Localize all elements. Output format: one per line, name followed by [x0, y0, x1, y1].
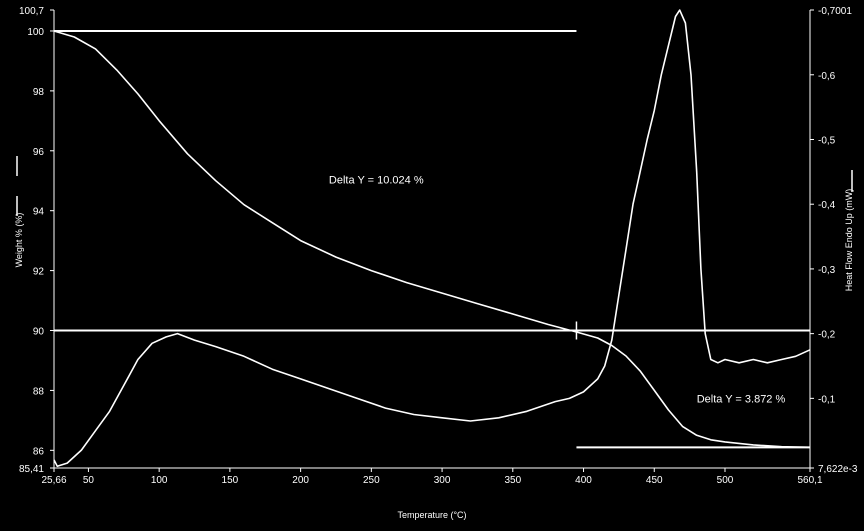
x-tick-label: 25,66 — [41, 475, 66, 486]
y-left-tick-labels: 85,41 86 88 90 92 94 96 98 100 100,7 — [19, 6, 54, 475]
y-right-tick-label: -0,7001 — [818, 6, 852, 17]
x-tick-label: 200 — [292, 475, 309, 486]
y-left-tick-label: 85,41 — [19, 464, 44, 475]
x-tick-label: 500 — [717, 475, 734, 486]
y-left-tick-label: 92 — [33, 267, 45, 278]
x-tick-label: 100 — [151, 475, 168, 486]
x-tick-label: 350 — [504, 475, 521, 486]
x-tick-label: 50 — [83, 475, 95, 486]
x-tick-label: 450 — [646, 475, 663, 486]
y-right-tick-label: -0,5 — [818, 135, 836, 146]
y-right-tick-label: 7,622e-3 — [818, 464, 858, 475]
y-left-tick-label: 88 — [33, 386, 45, 397]
delta-y-annotation: Delta Y = 3.872 % — [697, 393, 786, 405]
y-left-tick-label: 100,7 — [19, 6, 44, 17]
series-layer — [53, 9, 811, 468]
x-tick-label: 150 — [222, 475, 239, 486]
x-tick-labels: 25,66 50 100 150 200 250 300 350 400 450 500 560,1 — [41, 468, 823, 486]
y-right-tick-label: -0,3 — [818, 265, 836, 276]
y-left-tick-label: 90 — [33, 327, 45, 338]
weight-percent-line — [53, 30, 811, 449]
reference-lines — [54, 29, 810, 449]
y-left-tick-label: 98 — [33, 87, 45, 98]
y-right-axis-label: Heat Flow Endo Up (mW) — [844, 189, 854, 292]
y-left-tick-label: 100 — [27, 27, 44, 38]
heat-flow-line — [53, 9, 811, 468]
x-tick-label: 560,1 — [797, 475, 822, 486]
y-right-tick-label: -0,4 — [818, 200, 836, 211]
y-left-tick-label: 94 — [33, 207, 45, 218]
y-right-tick-label: -0,6 — [818, 71, 836, 82]
annotations: Delta Y = 10.024 % Delta Y = 3.872 % — [329, 175, 786, 406]
y-left-tick-label: 96 — [33, 147, 45, 158]
y-right-tick-label: -0,2 — [818, 330, 836, 341]
y-left-tick-label: 86 — [33, 446, 45, 457]
y-right-tick-label: -0,1 — [818, 394, 836, 405]
x-tick-label: 300 — [434, 475, 451, 486]
x-tick-label: 400 — [575, 475, 592, 486]
axis-legend-swatches — [16, 156, 853, 216]
delta-y-annotation: Delta Y = 10.024 % — [329, 175, 424, 187]
x-tick-label: 250 — [363, 475, 380, 486]
y-left-axis-label: Weight % (%) — [14, 213, 24, 268]
y-right-tick-labels: 7,622e-3 -0,1 -0,2 -0,3 -0,4 -0,5 -0,6 -0,7001 — [810, 6, 858, 475]
plot-frame — [53, 10, 811, 469]
x-axis-label: Temperature (°C) — [397, 510, 466, 520]
